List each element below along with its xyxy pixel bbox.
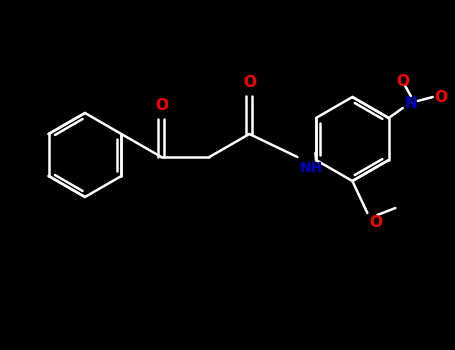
- Text: NH: NH: [299, 161, 323, 175]
- Text: O: O: [243, 75, 256, 90]
- Text: O: O: [369, 215, 382, 230]
- Text: O: O: [155, 98, 168, 113]
- Text: O: O: [434, 91, 447, 105]
- Text: O: O: [396, 74, 409, 89]
- Text: N: N: [404, 96, 417, 111]
